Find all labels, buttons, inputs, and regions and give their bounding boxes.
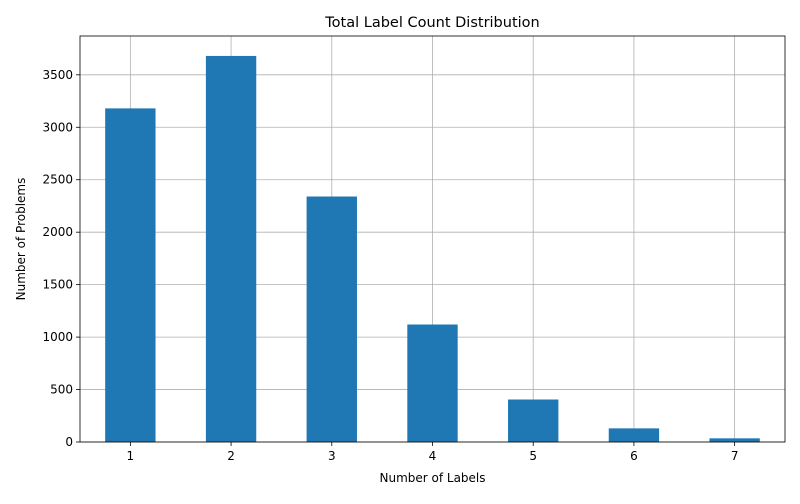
grid-layer: [80, 36, 785, 443]
bar-1: [105, 108, 156, 442]
bar-5: [508, 399, 559, 442]
bar-4: [407, 324, 458, 442]
x-tick-label: 7: [731, 449, 739, 463]
bar-2: [205, 55, 257, 443]
y-tick-label: 3000: [42, 120, 73, 134]
y-tick-label: 2000: [42, 225, 73, 239]
x-tick-label: 5: [529, 449, 537, 463]
bar-6: [608, 428, 660, 442]
x-tick-label: 2: [227, 449, 235, 463]
y-tick-label: 0: [65, 435, 73, 449]
x-tick-label: 4: [429, 449, 437, 463]
x-axis-label: Number of Labels: [379, 471, 485, 485]
y-tick-label: 3500: [42, 68, 73, 82]
bar-7: [709, 438, 760, 442]
x-tick-label: 1: [127, 449, 135, 463]
y-tick-label: 1500: [42, 278, 73, 292]
y-tick-label: 1000: [42, 330, 73, 344]
bar-3: [306, 196, 357, 442]
y-tick-label: 2500: [42, 173, 73, 187]
bars-layer: [105, 55, 760, 443]
y-axis-label: Number of Problems: [14, 178, 28, 301]
x-tick-label: 6: [630, 449, 638, 463]
x-tick-label: 3: [328, 449, 336, 463]
y-tick-label: 500: [50, 383, 73, 397]
ticks-layer: 0 500 1000 1500 2000 2500 3000 3500 1 2 3 4 5 6 7: [42, 68, 738, 463]
chart-title: Total Label Count Distribution: [324, 15, 539, 31]
